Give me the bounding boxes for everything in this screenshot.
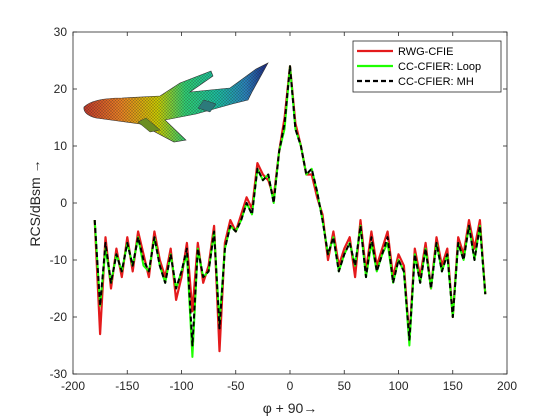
x-tick-label: -150 [115,379,139,393]
y-tick-label: -20 [50,310,68,324]
x-tick-label: -100 [169,379,193,393]
x-axis-label: φ + 90→ [263,400,318,416]
series-line-2 [93,65,487,347]
legend-label: RWG-CFIE [398,46,453,58]
x-tick-label: 50 [338,379,352,393]
x-tick-label: 150 [443,379,463,393]
x-tick-labels: -200 -150 -100 -50 0 50 100 150 200 [61,379,517,393]
x-tick-label: 100 [388,379,408,393]
legend-label: CC-CFIER: Loop [398,61,481,73]
aircraft-mesh-image [83,62,269,143]
y-tick-label: -30 [50,367,68,381]
x-tick-label: -50 [227,379,245,393]
series-layer [93,65,487,358]
legend-label: CC-CFIER: MH [398,76,474,88]
y-axis-label: RCS/dBsm → [27,159,43,246]
y-tick-label: 10 [54,139,68,153]
axis-ticks [72,31,508,375]
y-tick-label: 30 [54,25,68,39]
legend: RWG-CFIE CC-CFIER: Loop CC-CFIER: MH [352,40,502,93]
y-tick-label: -10 [50,253,68,267]
y-tick-labels: -30 -20 -10 0 10 20 30 [50,25,68,381]
y-tick-label: 0 [60,196,67,210]
x-tick-label: -200 [61,379,85,393]
x-tick-label: 0 [287,379,294,393]
y-tick-label: 20 [54,82,68,96]
x-tick-label: 200 [497,379,517,393]
